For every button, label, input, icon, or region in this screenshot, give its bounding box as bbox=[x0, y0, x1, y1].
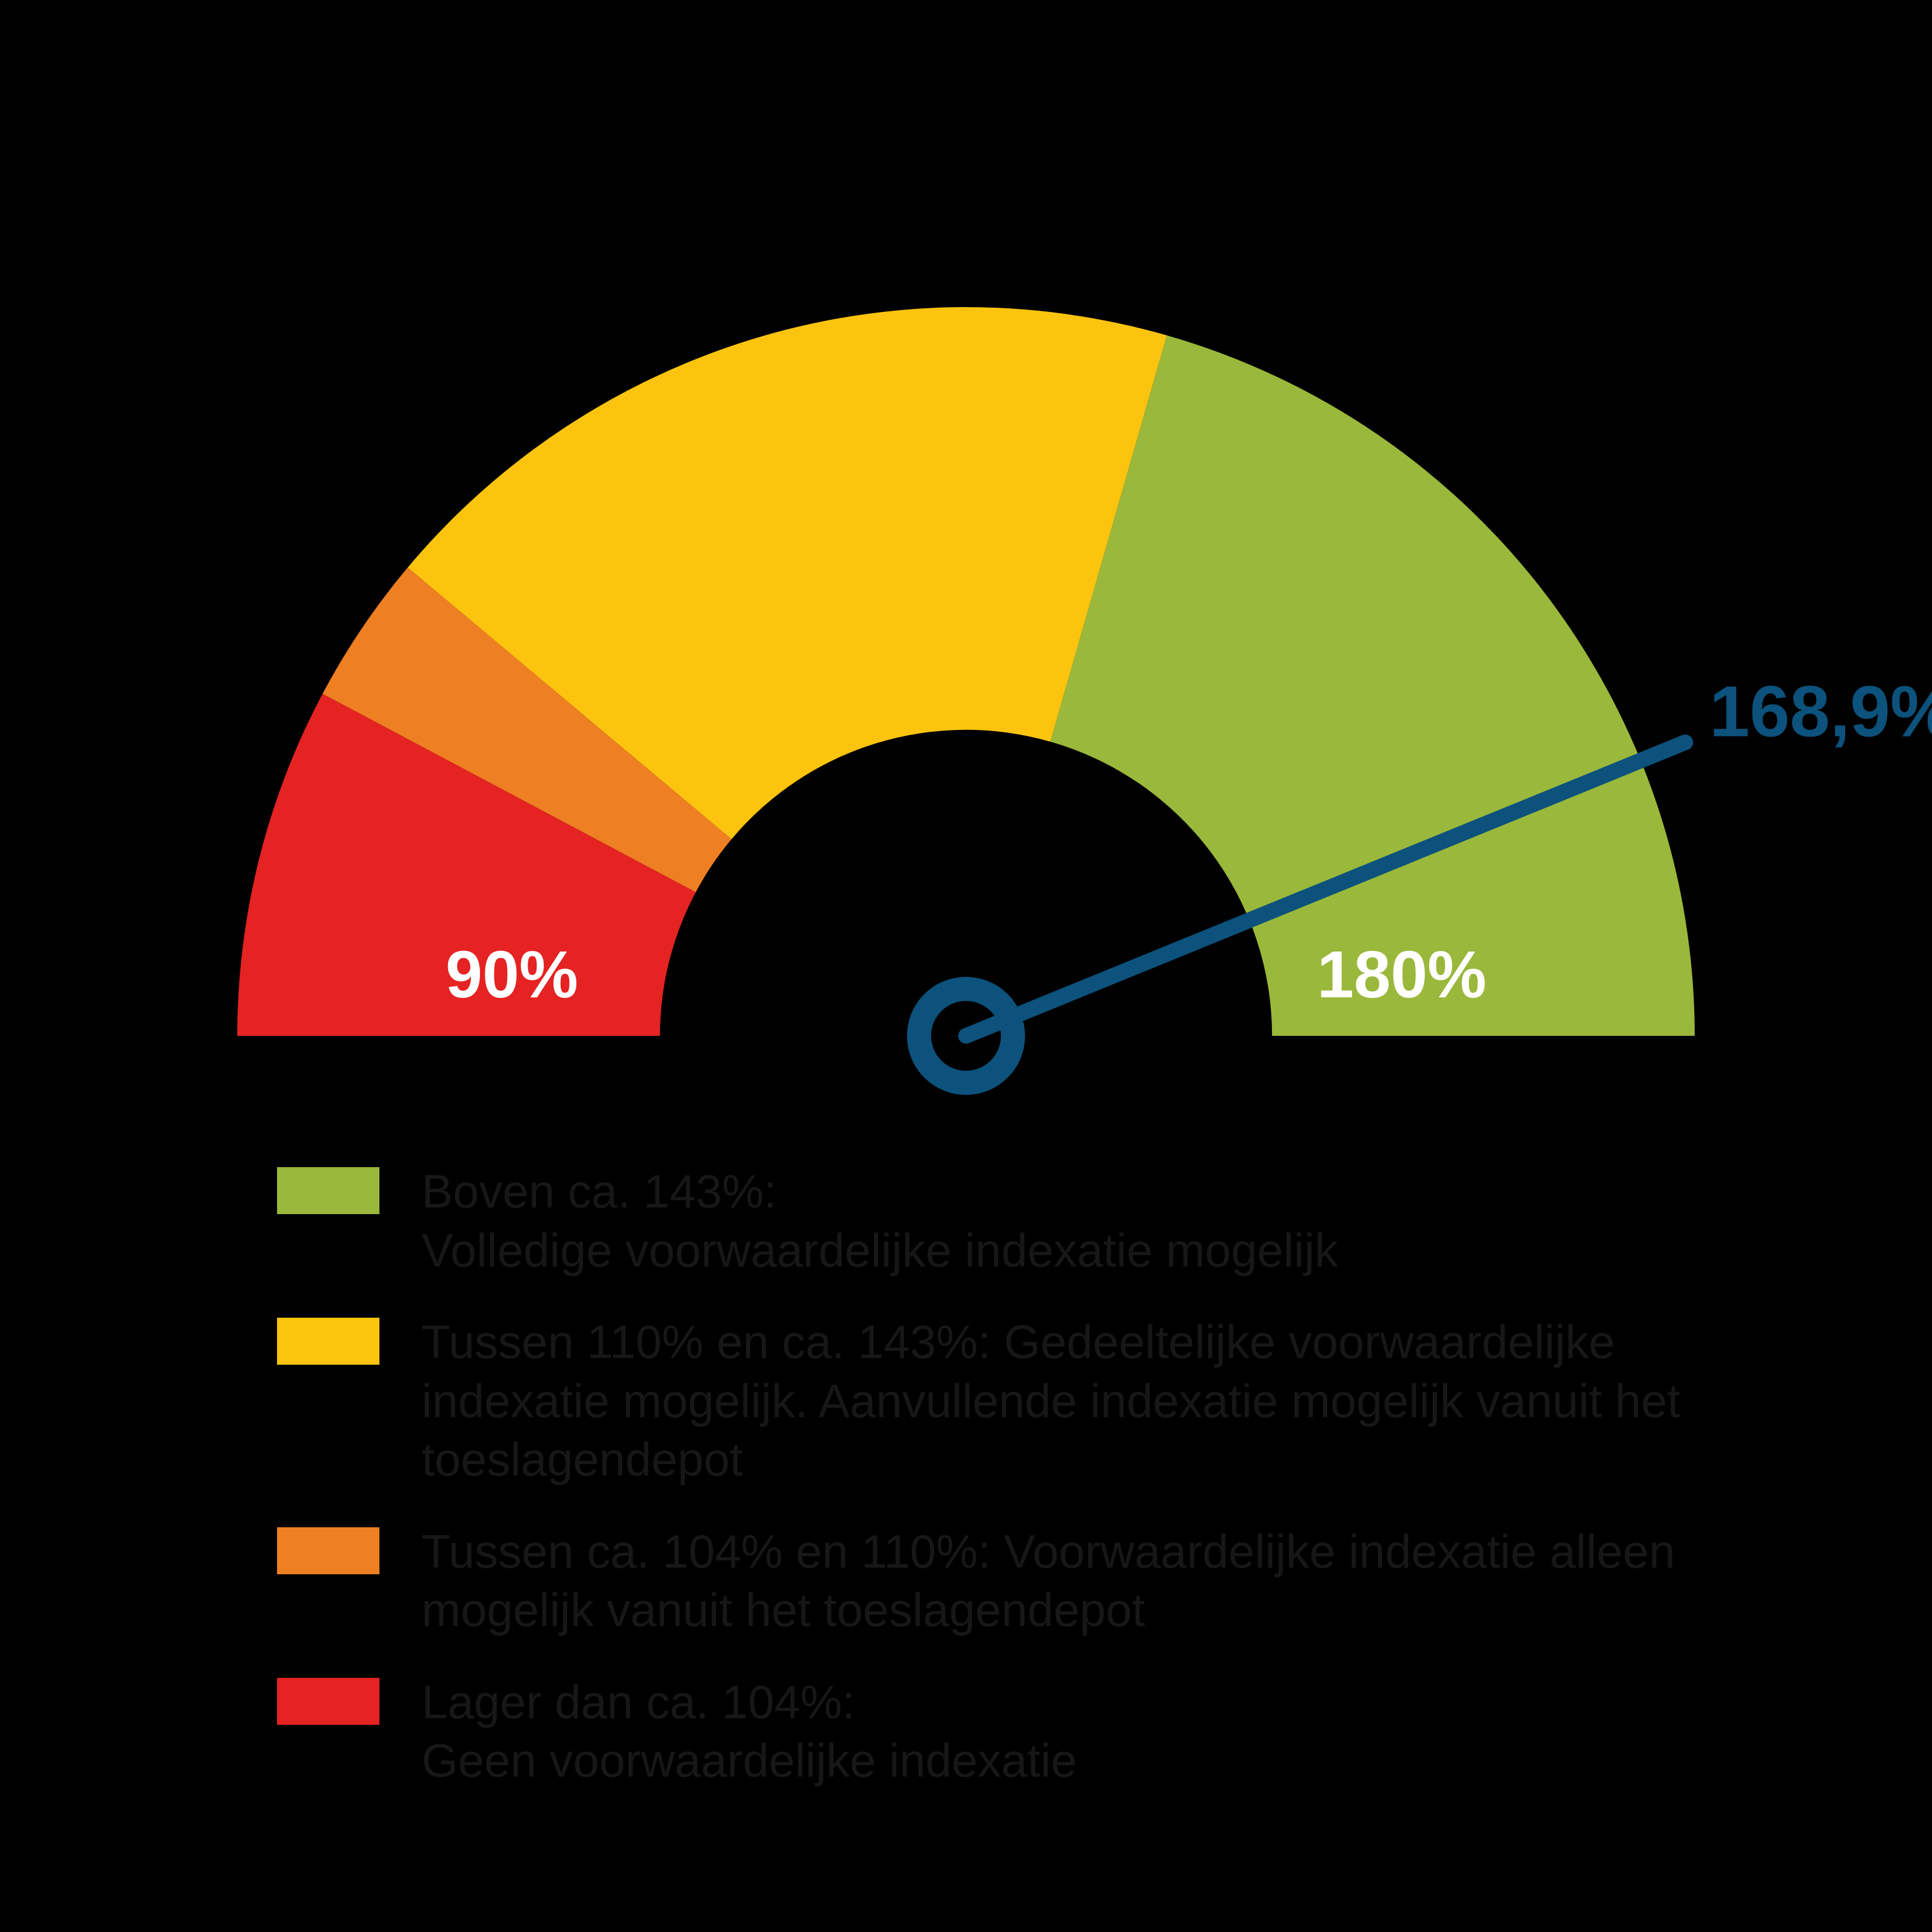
legend-text-0: Boven ca. 143%: Volledige voorwaardelijk… bbox=[422, 1162, 1338, 1280]
legend-swatch-1 bbox=[277, 1318, 379, 1365]
legend-text-2: Tussen ca. 104% en 110%: Voorwaardelijke… bbox=[422, 1522, 1747, 1640]
gauge-needle-label: 168,9% bbox=[1709, 672, 1932, 752]
legend-row-1: Tussen 110% en ca. 143%: Gedeeltelijke v… bbox=[277, 1313, 1747, 1489]
legend-swatch-0 bbox=[277, 1167, 379, 1214]
legend-row-0: Boven ca. 143%: Volledige voorwaardelijk… bbox=[277, 1162, 1747, 1280]
legend-row-3: Lager dan ca. 104%: Geen voorwaardelijke… bbox=[277, 1673, 1747, 1790]
legend-text-3: Lager dan ca. 104%: Geen voorwaardelijke… bbox=[422, 1673, 1077, 1790]
gauge-max-label: 180% bbox=[1317, 938, 1486, 1012]
legend-swatch-3 bbox=[277, 1678, 379, 1725]
gauge-chart: 90% 180% 168,9% bbox=[0, 0, 1932, 1144]
legend: Boven ca. 143%: Volledige voorwaardelijk… bbox=[277, 1162, 1747, 1824]
gauge-min-label: 90% bbox=[446, 938, 578, 1012]
legend-row-2: Tussen ca. 104% en 110%: Voorwaardelijke… bbox=[277, 1522, 1747, 1640]
chart-wrapper: 90% 180% 168,9% Boven ca. 143%: Volledige … bbox=[0, 0, 1932, 1932]
legend-text-1: Tussen 110% en ca. 143%: Gedeeltelijke v… bbox=[422, 1313, 1747, 1489]
gauge-segment-3 bbox=[1050, 335, 1695, 1036]
legend-swatch-2 bbox=[277, 1527, 379, 1574]
